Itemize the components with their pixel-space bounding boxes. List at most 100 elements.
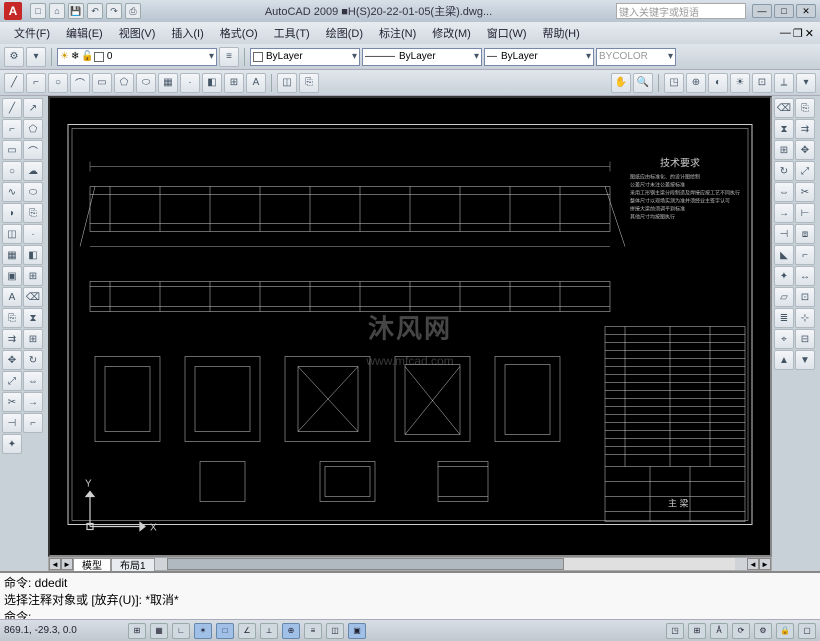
osnap-toggle[interactable]: □ bbox=[216, 623, 234, 639]
maximize-button[interactable]: □ bbox=[774, 4, 794, 18]
spline-icon[interactable]: ∿ bbox=[2, 182, 22, 202]
qnew-button[interactable]: □ bbox=[30, 3, 46, 19]
ellipse-tool[interactable]: ⬭ bbox=[136, 73, 156, 93]
extend2-icon[interactable]: → bbox=[774, 203, 794, 223]
layer-properties-button[interactable]: ≡ bbox=[219, 47, 239, 67]
break-icon[interactable]: ⊣ bbox=[2, 413, 22, 433]
save-button[interactable]: 💾 bbox=[68, 3, 84, 19]
plot-button[interactable]: ⎙ bbox=[125, 3, 141, 19]
pan-button[interactable]: ✋ bbox=[611, 73, 631, 93]
ducs-toggle[interactable]: ⟂ bbox=[260, 623, 278, 639]
tab-scroll-left[interactable]: ◄ bbox=[49, 558, 61, 570]
undo-button[interactable]: ↶ bbox=[87, 3, 103, 19]
line-icon[interactable]: ╱ bbox=[2, 98, 22, 118]
move2-icon[interactable]: ✥ bbox=[795, 140, 815, 160]
explode2-icon[interactable]: ✦ bbox=[774, 266, 794, 286]
model-tab[interactable]: 模型 bbox=[73, 558, 111, 571]
makeblock-icon[interactable]: ◫ bbox=[2, 224, 22, 244]
hatch2-icon[interactable]: ▦ bbox=[2, 245, 22, 265]
erase-icon[interactable]: ⌫ bbox=[23, 287, 43, 307]
hscroll-track[interactable] bbox=[167, 558, 735, 570]
redo-button[interactable]: ↷ bbox=[106, 3, 122, 19]
annoscale-button[interactable]: Å bbox=[710, 623, 728, 639]
point-icon[interactable]: · bbox=[23, 224, 43, 244]
doc-minimize-button[interactable]: — bbox=[780, 27, 791, 40]
hatch-tool[interactable]: ▦ bbox=[158, 73, 178, 93]
toolbar-more-button[interactable]: ▾ bbox=[796, 73, 816, 93]
circle-tool[interactable]: ○ bbox=[48, 73, 68, 93]
list-icon[interactable]: ≣ bbox=[774, 308, 794, 328]
mirror-icon[interactable]: ⧗ bbox=[23, 308, 43, 328]
xline-icon[interactable]: ↗ bbox=[23, 98, 43, 118]
id-icon[interactable]: ⊹ bbox=[795, 308, 815, 328]
menu-file[interactable]: 文件(F) bbox=[6, 23, 58, 43]
help-search-input[interactable]: 键入关键字或短语 bbox=[616, 3, 746, 19]
mtext2-icon[interactable]: A bbox=[2, 287, 22, 307]
revcloud-icon[interactable]: ☁ bbox=[23, 161, 43, 181]
qp-toggle[interactable]: ◫ bbox=[326, 623, 344, 639]
arc-tool[interactable]: ⌒ bbox=[70, 73, 90, 93]
plotstyle-dropdown[interactable]: BYCOLOR▾ bbox=[596, 48, 676, 66]
ucs-button[interactable]: ⟂ bbox=[774, 73, 794, 93]
lineweight-dropdown[interactable]: —ByLayer▾ bbox=[484, 48, 594, 66]
menu-edit[interactable]: 编辑(E) bbox=[58, 23, 111, 43]
minimize-button[interactable]: — bbox=[752, 4, 772, 18]
chamfer-icon[interactable]: ◣ bbox=[774, 245, 794, 265]
lwt-toggle[interactable]: ≡ bbox=[304, 623, 322, 639]
stretch-icon[interactable]: ⇔ bbox=[23, 371, 43, 391]
open-button[interactable]: ⌂ bbox=[49, 3, 65, 19]
vscroll-down[interactable]: ▼ bbox=[795, 350, 815, 370]
move-icon[interactable]: ✥ bbox=[2, 350, 22, 370]
menu-view[interactable]: 视图(V) bbox=[111, 23, 164, 43]
stretch2-icon[interactable]: ⇔ bbox=[774, 182, 794, 202]
offset-icon[interactable]: ⇉ bbox=[2, 329, 22, 349]
mtext-tool[interactable]: A bbox=[246, 73, 266, 93]
mirror2-icon[interactable]: ⧗ bbox=[774, 119, 794, 139]
workspace-button[interactable]: ⚙ bbox=[4, 47, 24, 67]
scale-icon[interactable]: ⤢ bbox=[2, 371, 22, 391]
scale2-icon[interactable]: ⤢ bbox=[795, 161, 815, 181]
menu-tools[interactable]: 工具(T) bbox=[266, 23, 318, 43]
copy2-icon[interactable]: ⎘ bbox=[795, 98, 815, 118]
rotate-icon[interactable]: ↻ bbox=[23, 350, 43, 370]
point-tool[interactable]: · bbox=[180, 73, 200, 93]
offset2-icon[interactable]: ⇉ bbox=[795, 119, 815, 139]
ortho-toggle[interactable]: ∟ bbox=[172, 623, 190, 639]
named-view-button[interactable]: ◳ bbox=[664, 73, 684, 93]
toolbar-lock[interactable]: 🔒 bbox=[776, 623, 794, 639]
ellipse-icon[interactable]: ⬭ bbox=[23, 182, 43, 202]
3dorbit-button[interactable]: ⊕ bbox=[686, 73, 706, 93]
trim2-icon[interactable]: ✂ bbox=[795, 182, 815, 202]
grid-toggle[interactable]: ▦ bbox=[150, 623, 168, 639]
render-button[interactable]: ☀ bbox=[730, 73, 750, 93]
quickview-layouts[interactable]: ◳ bbox=[666, 623, 684, 639]
doc-restore-button[interactable]: ❐ bbox=[793, 27, 803, 40]
menu-draw[interactable]: 绘图(D) bbox=[318, 23, 371, 43]
menu-dimension[interactable]: 标注(N) bbox=[371, 23, 424, 43]
table2-icon[interactable]: ⊞ bbox=[23, 266, 43, 286]
polar-toggle[interactable]: ✶ bbox=[194, 623, 212, 639]
gradient-icon[interactable]: ◧ bbox=[23, 245, 43, 265]
visual-style-button[interactable]: ◐ bbox=[708, 73, 728, 93]
layout1-tab[interactable]: 布局1 bbox=[111, 558, 155, 571]
drawing-canvas[interactable]: 技术要求 图纸应由标准化、的设计图绘制 公差尺寸未注公差按标准 采用工形钢主梁分… bbox=[48, 96, 772, 557]
viewport-button[interactable]: ⊡ bbox=[752, 73, 772, 93]
polyline-tool[interactable]: ⌐ bbox=[26, 73, 46, 93]
otrack-toggle[interactable]: ∠ bbox=[238, 623, 256, 639]
arc-icon[interactable]: ⌒ bbox=[23, 140, 43, 160]
extend-icon[interactable]: → bbox=[23, 392, 43, 412]
table-tool[interactable]: ⊞ bbox=[224, 73, 244, 93]
circle-icon[interactable]: ○ bbox=[2, 161, 22, 181]
model-toggle[interactable]: ▣ bbox=[348, 623, 366, 639]
array-icon[interactable]: ⊞ bbox=[23, 329, 43, 349]
qselect-icon[interactable]: ⌖ bbox=[774, 329, 794, 349]
trim-icon[interactable]: ✂ bbox=[2, 392, 22, 412]
hscroll-right[interactable]: ► bbox=[759, 558, 771, 570]
vscroll-up[interactable]: ▲ bbox=[774, 350, 794, 370]
color-dropdown[interactable]: ByLayer▾ bbox=[250, 48, 360, 66]
block-tool[interactable]: ◫ bbox=[277, 73, 297, 93]
fillet2-icon[interactable]: ⌐ bbox=[795, 245, 815, 265]
annoauto-button[interactable]: ⟳ bbox=[732, 623, 750, 639]
join-icon[interactable]: ⧈ bbox=[795, 224, 815, 244]
line-tool[interactable]: ╱ bbox=[4, 73, 24, 93]
